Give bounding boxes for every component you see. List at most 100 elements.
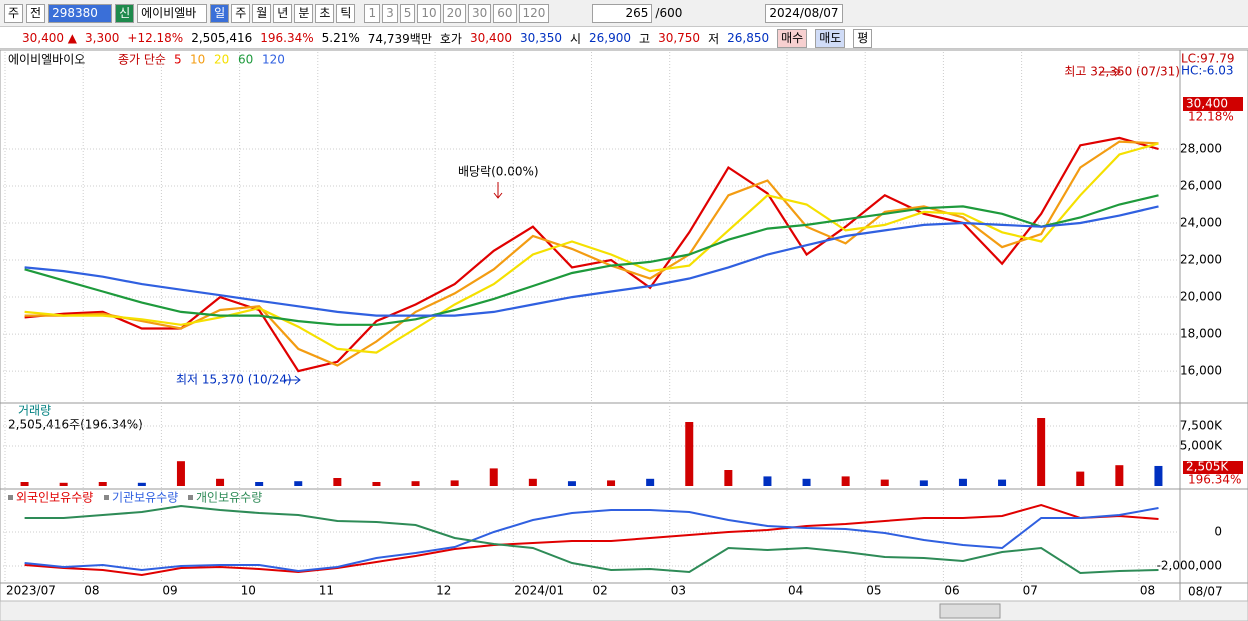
y-tick-label: 0 [1214,525,1222,539]
legend-entry: 외국인보유수량 [16,491,93,505]
volume-bar [1037,418,1046,486]
y-tick-label: 7,500K [1180,419,1223,433]
period-button[interactable]: 틱 [336,3,356,23]
volume-bar [802,478,811,486]
x-tick-label: 07 [1023,584,1038,598]
x-tick-label: 2024/01 [514,584,564,598]
volume-subtitle: 2,505,416주(196.34%) [8,418,143,432]
interval-button[interactable]: 5 [399,3,416,23]
x-tick-label: 11 [319,584,334,598]
avg-button[interactable]: 평 [853,28,873,48]
arrow [493,182,503,199]
legend-entry: 120 [262,53,285,67]
period-button[interactable]: 주 [231,3,251,23]
interval-button[interactable]: 30 [467,3,492,23]
last-rate: 12.18% [1188,110,1234,124]
volume-bar [372,482,381,486]
series-line [24,504,1159,575]
y-tick-label: 24,000 [1180,216,1222,230]
y-tick-label: 16,000 [1180,364,1222,378]
y-tick-label: 5,000K [1180,439,1223,453]
arrow [284,375,301,385]
legend-swatch [8,495,13,500]
volume-bar [176,461,185,486]
last-price: 30,400 [1186,97,1228,111]
low: 26,850 [727,31,770,45]
y-tick-label: 28,000 [1180,141,1222,155]
x-tick-label: 03 [671,584,686,598]
y-tick-label: 18,000 [1180,327,1222,341]
period-button[interactable]: 일 [210,3,230,23]
x-tick-label: 06 [944,584,959,598]
volume-bar [724,470,733,486]
interval-button[interactable]: 60 [493,3,517,23]
price-title: 에이비엘바이오 [8,53,85,67]
period-button[interactable]: 월 [252,3,272,23]
last-volume-box [1183,461,1243,474]
volume-bar [98,482,107,486]
interval-button[interactable]: 1 [364,3,381,23]
period-button[interactable]: 년 [273,3,293,23]
volume-bar [216,478,225,486]
volume-bar [567,481,576,486]
volume-title: 거래량 [18,404,51,418]
interval-button[interactable]: 3 [382,3,398,23]
legend-entry: 5 [174,53,182,67]
bid: 30,350 [519,31,562,45]
date-input[interactable]: 2024/08/07 [765,3,843,23]
open: 26,900 [589,31,632,45]
last-volume: 2,505K [1186,460,1229,474]
volume-bar [958,478,967,486]
ask-label: 호가 [439,31,462,46]
sell-button[interactable]: 매도 [815,28,846,48]
volume-bar [450,480,459,486]
legend-entry: 20 [214,53,229,67]
interval-group: 1 3 5 10 20 30 60 120 [364,3,550,23]
volume-bar [137,482,146,486]
low-annotation: 최저 15,370 (10/24) [176,373,292,387]
series-line [24,503,1159,577]
volume-bar [919,480,928,486]
volume-bar [411,481,420,486]
y-tick-label: -2,000,000 [1157,559,1222,573]
period-button[interactable]: 초 [315,3,335,23]
count-max: /600 [655,6,683,20]
series-line [24,136,1159,373]
period-button[interactable]: 분 [294,3,314,23]
series-line [24,205,1159,317]
buy-button[interactable]: 매수 [777,28,808,48]
prev-button[interactable]: 전 [26,3,46,23]
code-input[interactable]: 298380 [48,3,113,23]
x-tick-label: 12 [436,584,451,598]
last-volume-rate: 196.34% [1188,473,1241,487]
volume-bar [1115,465,1124,486]
type-button[interactable]: 주 [4,3,24,23]
scroll-thumb[interactable] [939,603,1001,619]
interval-button[interactable]: 10 [417,3,441,23]
change: 3,300 [85,31,120,45]
name-field[interactable]: 에이비엘바 [137,3,208,23]
volume-bar [1154,465,1163,486]
interval-button[interactable]: 20 [442,3,466,23]
volume: 2,505,416 [191,31,253,45]
volume-bar [763,476,772,486]
ask: 30,400 [469,31,512,45]
volume-bar [59,482,68,486]
volume-bar [489,468,498,486]
quote-bar: 30,400 ▲ 3,300 +12.18% 2,505,416 196.34%… [0,28,1248,49]
low-label: 저 [708,31,720,46]
volume-rate: 196.34% [260,31,314,45]
price: 30,400 ▲ [22,31,78,45]
count-input[interactable]: 265 [592,3,653,23]
interval-button[interactable]: 120 [518,3,550,23]
scrollbar[interactable] [0,600,1248,621]
volume-bar [255,482,264,486]
y-tick-label: 22,000 [1180,253,1222,267]
arrow [1100,67,1121,77]
volume-bar [646,478,655,486]
y-tick-label: 20,000 [1180,290,1222,304]
y-tick-label: 26,000 [1180,179,1222,193]
x-tick-label: 08 [84,584,99,598]
